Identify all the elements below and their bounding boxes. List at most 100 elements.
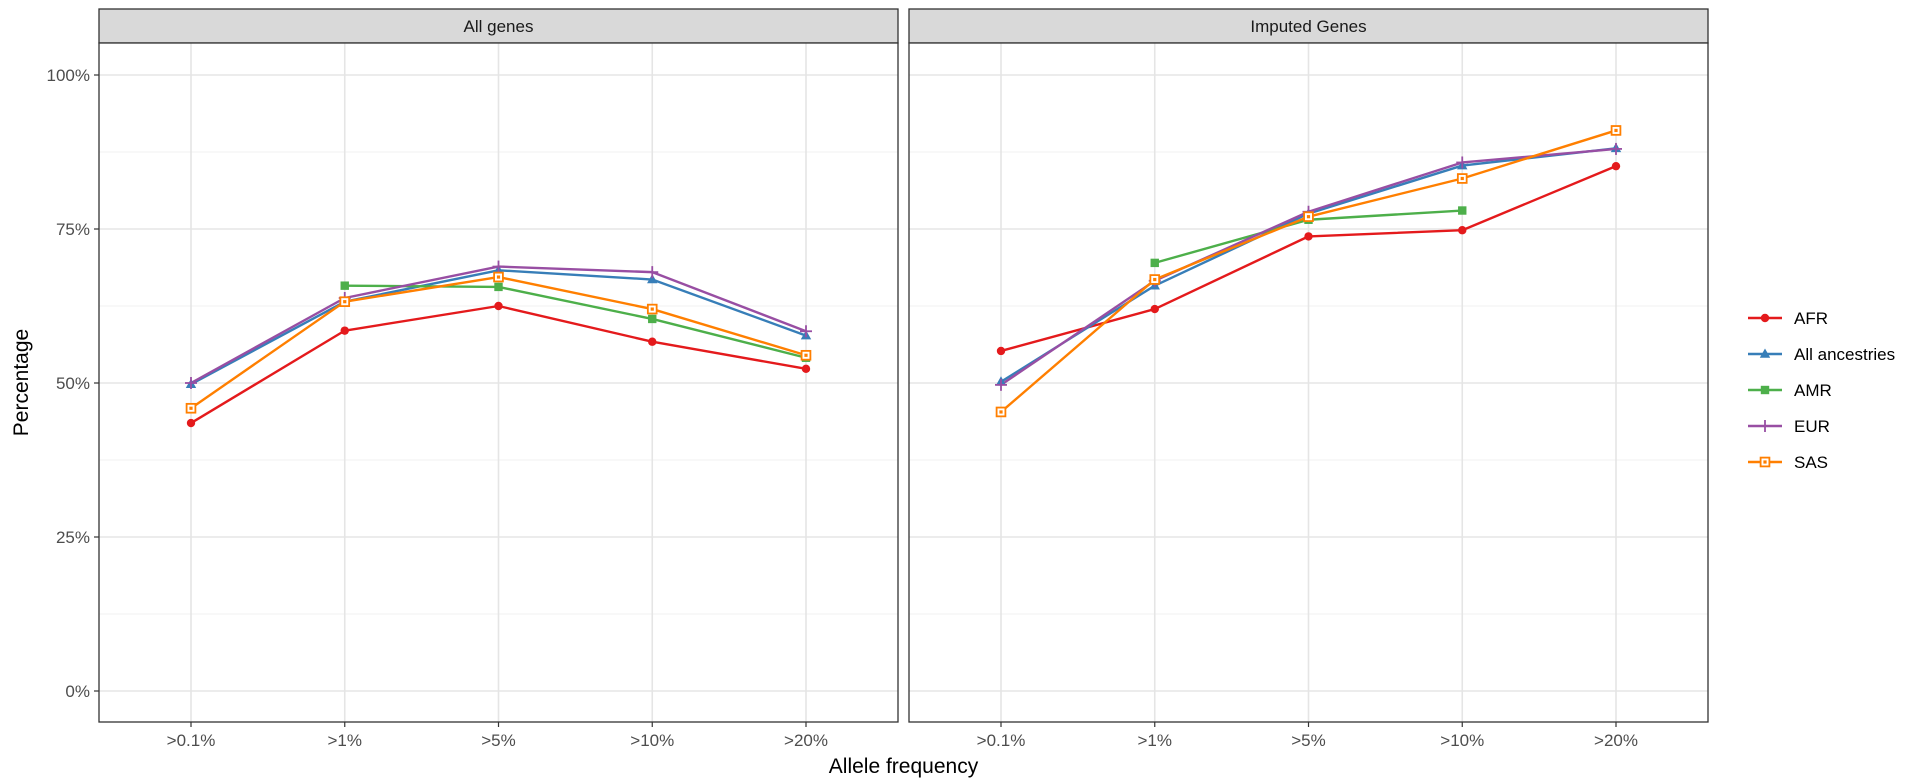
legend-key-marker bbox=[1759, 348, 1771, 358]
panel-1: Imputed Genes >0.1% >1% >5% >10% >20% bbox=[908, 8, 1709, 750]
data-point-eur bbox=[1456, 156, 1469, 169]
data-point-amr-shape bbox=[494, 282, 503, 292]
data-point-sas-inner bbox=[999, 410, 1003, 414]
data-point-amr bbox=[1458, 206, 1467, 215]
legend-key-marker-inner bbox=[1763, 460, 1767, 464]
legend-item: SAS bbox=[1748, 453, 1828, 472]
data-point-sas-inner bbox=[804, 353, 808, 357]
data-point-sas bbox=[995, 406, 1007, 418]
data-point-afr-shape bbox=[996, 346, 1006, 356]
data-point-afr-shape bbox=[494, 301, 503, 311]
legend-key-marker-shape bbox=[1759, 348, 1771, 358]
legend-item: AFR bbox=[1748, 309, 1828, 328]
data-point-sas-inner bbox=[1153, 277, 1157, 282]
data-point-sas bbox=[493, 271, 504, 283]
data-point-all-ancestries-shape bbox=[647, 274, 658, 284]
data-point-sas bbox=[646, 303, 658, 315]
legend-label: AMR bbox=[1794, 381, 1832, 400]
data-point-sas-inner bbox=[343, 300, 347, 304]
data-point-eur bbox=[185, 377, 197, 389]
data-point-eur bbox=[995, 378, 1007, 391]
data-point-amr bbox=[648, 314, 657, 324]
data-point-afr bbox=[340, 326, 349, 335]
data-point-afr-shape bbox=[1611, 161, 1621, 171]
x-tick-label: >20% bbox=[1594, 731, 1638, 750]
legend-item: EUR bbox=[1748, 417, 1830, 436]
data-point-amr-shape bbox=[1150, 258, 1159, 268]
data-point-afr-shape bbox=[1304, 232, 1313, 241]
y-tick-label: 100% bbox=[47, 66, 90, 85]
x-tick-label: >0.1% bbox=[167, 731, 216, 750]
data-point-afr bbox=[801, 364, 811, 374]
data-point-afr-shape bbox=[648, 337, 657, 346]
x-tick-label: >5% bbox=[481, 731, 516, 750]
legend-label: SAS bbox=[1794, 453, 1828, 472]
data-point-sas-inner bbox=[496, 275, 501, 279]
x-tick-label: >1% bbox=[328, 731, 363, 750]
legend-key-marker bbox=[1759, 420, 1771, 432]
data-point-sas bbox=[339, 296, 351, 307]
legend-key-marker bbox=[1760, 313, 1770, 323]
legend-label: EUR bbox=[1794, 417, 1830, 436]
x-tick-label: >10% bbox=[630, 731, 674, 750]
data-point-afr bbox=[1150, 304, 1159, 314]
data-point-sas-inner bbox=[650, 307, 654, 311]
data-point-afr bbox=[494, 301, 503, 311]
legend-key-marker bbox=[1759, 456, 1771, 468]
x-axis-title: Allele frequency bbox=[829, 755, 979, 778]
data-point-afr-shape bbox=[186, 418, 196, 428]
data-point-sas bbox=[185, 402, 197, 414]
panel-0: All genes >0.1% >1% >5% >10% >20% bbox=[98, 8, 899, 750]
panel-strip bbox=[908, 8, 1709, 44]
data-point-afr bbox=[1304, 232, 1313, 241]
panel-title: All genes bbox=[464, 17, 534, 36]
y-axis-title: Percentage bbox=[10, 329, 33, 436]
panel-title: Imputed Genes bbox=[1250, 17, 1366, 36]
data-point-afr bbox=[996, 346, 1006, 356]
data-point-sas bbox=[1149, 274, 1161, 285]
data-point-afr bbox=[1458, 226, 1467, 235]
legend-item: AMR bbox=[1748, 381, 1832, 400]
data-point-sas-inner bbox=[1614, 128, 1618, 133]
data-point-afr-shape bbox=[1458, 226, 1467, 235]
data-point-eur bbox=[492, 260, 505, 273]
data-point-afr bbox=[1611, 161, 1621, 171]
data-point-amr-shape bbox=[340, 281, 349, 290]
series-line-amr bbox=[344, 284, 807, 359]
x-tick-label: >0.1% bbox=[977, 731, 1026, 750]
data-point-eur bbox=[800, 325, 812, 338]
panel-strip bbox=[98, 8, 899, 44]
legend-label: AFR bbox=[1794, 309, 1828, 328]
x-tick-label: >5% bbox=[1291, 731, 1326, 750]
data-point-sas-inner bbox=[189, 406, 193, 410]
x-tick-label: >20% bbox=[784, 731, 828, 750]
data-point-amr bbox=[1150, 258, 1159, 268]
x-tick-label: >1% bbox=[1138, 731, 1173, 750]
data-point-amr bbox=[340, 281, 349, 290]
data-point-afr-shape bbox=[340, 326, 349, 335]
data-point-sas bbox=[1303, 211, 1314, 222]
legend-item: All ancestries bbox=[1748, 345, 1895, 364]
legend-label: All ancestries bbox=[1794, 345, 1895, 364]
y-tick-label: 0% bbox=[65, 682, 90, 701]
y-tick-label: 50% bbox=[56, 374, 90, 393]
data-point-sas-inner bbox=[1306, 215, 1311, 219]
data-point-amr-shape bbox=[648, 314, 657, 324]
legend-key-marker-shape bbox=[1760, 313, 1770, 323]
data-point-sas bbox=[800, 349, 812, 361]
data-point-afr bbox=[648, 337, 657, 346]
data-point-afr bbox=[186, 418, 196, 428]
legend-key-marker bbox=[1760, 385, 1770, 395]
data-point-afr-shape bbox=[801, 364, 811, 374]
data-point-amr-shape bbox=[1458, 206, 1467, 215]
data-point-sas bbox=[1456, 173, 1468, 184]
y-tick-label: 25% bbox=[56, 528, 90, 547]
data-point-eur bbox=[646, 266, 659, 279]
data-point-all-ancestries bbox=[647, 274, 658, 284]
x-tick-label: >10% bbox=[1440, 731, 1484, 750]
legend-key-marker-shape bbox=[1760, 385, 1770, 395]
y-tick-label: 75% bbox=[56, 220, 90, 239]
data-point-eur bbox=[1610, 142, 1622, 155]
data-point-sas bbox=[1610, 125, 1622, 136]
